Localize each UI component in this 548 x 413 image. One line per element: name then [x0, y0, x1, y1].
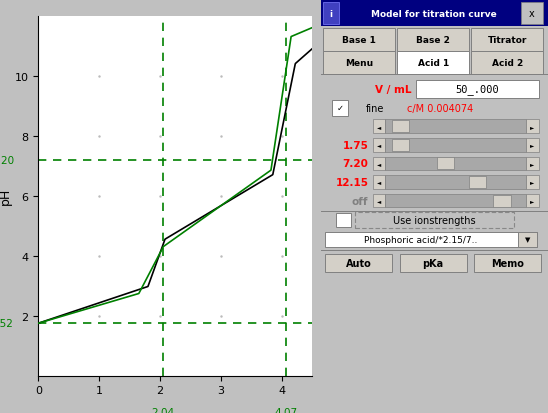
Text: 1.75: 1.75	[342, 140, 368, 150]
FancyBboxPatch shape	[385, 176, 527, 189]
FancyBboxPatch shape	[391, 140, 409, 151]
Text: ◄: ◄	[377, 161, 381, 166]
Text: ►: ►	[530, 199, 535, 204]
FancyBboxPatch shape	[397, 52, 469, 74]
FancyBboxPatch shape	[521, 3, 544, 25]
Text: x: x	[529, 9, 535, 19]
FancyBboxPatch shape	[471, 52, 544, 74]
Text: ◄: ◄	[377, 124, 381, 129]
Text: ►: ►	[530, 124, 535, 129]
FancyBboxPatch shape	[373, 120, 385, 134]
Text: 2.04: 2.04	[151, 407, 174, 413]
FancyBboxPatch shape	[437, 158, 454, 170]
FancyBboxPatch shape	[323, 29, 395, 52]
Text: ✓: ✓	[337, 104, 344, 113]
Text: Phosphoric acid/*2.15/7..: Phosphoric acid/*2.15/7..	[364, 235, 477, 244]
FancyBboxPatch shape	[527, 195, 539, 208]
FancyBboxPatch shape	[493, 195, 511, 207]
FancyBboxPatch shape	[373, 157, 385, 171]
Text: Base 1: Base 1	[342, 36, 376, 45]
Text: Acid 1: Acid 1	[418, 59, 449, 67]
Text: Acid 2: Acid 2	[492, 59, 523, 67]
FancyBboxPatch shape	[397, 29, 469, 52]
Text: Menu: Menu	[345, 59, 373, 67]
FancyBboxPatch shape	[527, 138, 539, 152]
FancyBboxPatch shape	[385, 195, 527, 208]
Text: 12.15: 12.15	[335, 178, 368, 188]
Text: off: off	[352, 196, 368, 206]
Text: Memo: Memo	[492, 258, 524, 268]
FancyBboxPatch shape	[321, 0, 548, 27]
Y-axis label: pH: pH	[0, 188, 12, 205]
FancyBboxPatch shape	[325, 254, 392, 273]
FancyBboxPatch shape	[323, 3, 339, 25]
FancyBboxPatch shape	[385, 157, 527, 171]
FancyBboxPatch shape	[518, 232, 536, 248]
FancyBboxPatch shape	[332, 101, 348, 116]
Text: pKa: pKa	[423, 258, 444, 268]
FancyBboxPatch shape	[325, 232, 536, 248]
FancyBboxPatch shape	[475, 254, 541, 273]
FancyBboxPatch shape	[323, 52, 395, 74]
FancyBboxPatch shape	[391, 121, 409, 133]
Text: V / mL: V / mL	[375, 85, 412, 95]
Text: ◄: ◄	[377, 143, 381, 148]
Text: ►: ►	[530, 180, 535, 185]
FancyBboxPatch shape	[527, 120, 539, 134]
FancyBboxPatch shape	[527, 176, 539, 189]
Text: 7.20: 7.20	[342, 159, 368, 169]
FancyBboxPatch shape	[373, 176, 385, 189]
FancyBboxPatch shape	[373, 195, 385, 208]
Text: 50_.000: 50_.000	[455, 84, 499, 95]
Text: ▼: ▼	[525, 237, 530, 243]
FancyBboxPatch shape	[469, 176, 486, 188]
Text: 4.07: 4.07	[275, 407, 298, 413]
Text: ◄: ◄	[377, 180, 381, 185]
FancyBboxPatch shape	[385, 138, 527, 152]
Text: 7.20: 7.20	[0, 155, 14, 165]
Text: Use ionstrengths: Use ionstrengths	[393, 216, 476, 225]
FancyBboxPatch shape	[527, 157, 539, 171]
Text: i: i	[329, 9, 332, 19]
Text: ►: ►	[530, 161, 535, 166]
FancyBboxPatch shape	[385, 120, 527, 134]
FancyBboxPatch shape	[416, 81, 539, 98]
FancyBboxPatch shape	[373, 138, 385, 152]
FancyBboxPatch shape	[336, 214, 351, 227]
Text: 1.752: 1.752	[0, 318, 14, 328]
Text: Model for titration curve: Model for titration curve	[372, 9, 497, 19]
Text: ►: ►	[530, 143, 535, 148]
Text: c/M 0.004074: c/M 0.004074	[407, 104, 473, 114]
Text: Base 2: Base 2	[416, 36, 450, 45]
Text: fine: fine	[366, 104, 385, 114]
FancyBboxPatch shape	[471, 29, 544, 52]
Text: Auto: Auto	[346, 258, 372, 268]
FancyBboxPatch shape	[399, 254, 467, 273]
Text: ◄: ◄	[377, 199, 381, 204]
Text: Titrator: Titrator	[488, 36, 527, 45]
